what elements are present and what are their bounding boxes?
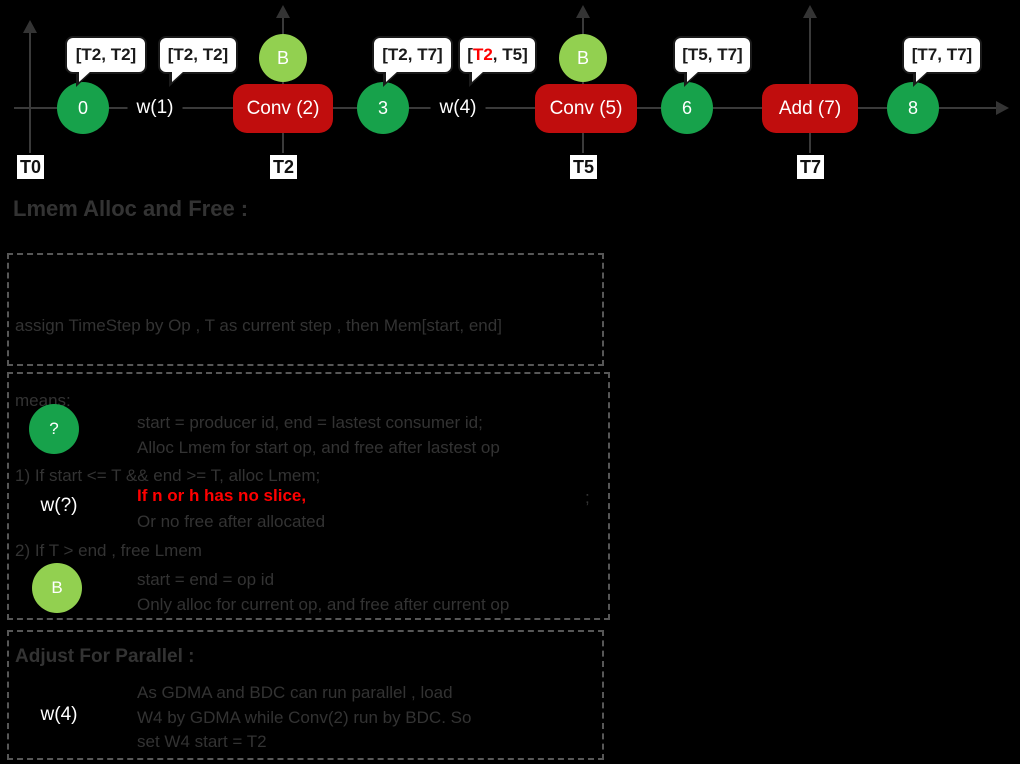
timestep-rule-box: assign TimeStep by Op , T as current ste… (7, 253, 604, 560)
op-node-0: 0 (57, 82, 109, 134)
legend-line-red: If n or h has no slice, (137, 486, 307, 505)
parallel-adjust-box: Adjust For Parallel : w(4) As GDMA and B… (7, 630, 604, 760)
parallel-line: set W4 start = T2 (137, 732, 267, 751)
rule-line: 2) If T > end , free Lmem (15, 541, 202, 560)
time-axis-t0 (29, 32, 31, 153)
page-title: Lmem Alloc and Free : (13, 196, 249, 221)
parallel-line: As GDMA and BDC can run parallel , load (137, 683, 453, 702)
b-marker-circle: B (32, 563, 82, 613)
tick-label-t7: T7 (797, 155, 824, 179)
op-box-conv-2: Conv (2) (233, 84, 333, 133)
w4-marker-label: w(4) (40, 704, 78, 725)
lifetime-bubble: [T7, T7] (902, 36, 982, 87)
parallel-heading: Adjust For Parallel : (15, 646, 195, 667)
op-node-8: 8 (887, 82, 939, 134)
time-axis-arrow-up-icon (576, 5, 590, 18)
legend-line: start = producer id, end = lastest consu… (137, 413, 483, 432)
legend-trailing-semicolon: ; (585, 488, 590, 507)
b-marker-circle: B (259, 34, 307, 82)
bubble-text-red: T2 (472, 45, 493, 64)
timeline-axis (14, 107, 996, 109)
bubble-text: [T7, T7] (911, 45, 973, 64)
legend-line: Or no free after allocated (137, 512, 326, 531)
op-node-6: 6 (661, 82, 713, 134)
legend-line: Alloc Lmem for start op, and free after … (137, 438, 500, 457)
b-marker-circle: B (559, 34, 607, 82)
op-node-3: 3 (357, 82, 409, 134)
time-axis-arrow-up-icon (23, 20, 37, 33)
bubble-text: [ (467, 45, 473, 64)
op-box-conv-5: Conv (5) (535, 84, 637, 133)
weight-label-w-4: w(4) (430, 95, 486, 121)
weight-label-w-1: w(1) (127, 95, 183, 121)
tick-label-t0: T0 (17, 155, 44, 179)
op-box-add-7: Add (7) (762, 84, 858, 133)
bubble-text: [T2, T2] (75, 45, 137, 64)
timestep-rule-text: assign TimeStep by Op , T as current ste… (15, 263, 502, 613)
legend-box: ? start = producer id, end = lastest con… (7, 372, 610, 620)
bubble-text: , T5] (492, 45, 528, 64)
bubble-text: [T5, T7] (682, 45, 743, 64)
weight-marker-label: w(?) (40, 495, 78, 516)
tick-label-t2: T2 (270, 155, 297, 179)
lifetime-bubble: [T2, T2] (158, 36, 238, 87)
parallel-line: W4 by GDMA while Conv(2) run by BDC. So (137, 708, 472, 727)
time-axis-arrow-up-icon (276, 5, 290, 18)
bubble-text: [T2, T2] (167, 45, 229, 64)
legend-line: start = end = op id (137, 570, 275, 589)
legend-line: Only alloc for current op, and free afte… (137, 595, 510, 614)
rule-line: 1) If start <= T && end >= T, alloc Lmem… (15, 466, 321, 485)
bubble-text: [T2, T7] (382, 45, 443, 64)
lifetime-bubble: [T2, T7] (372, 36, 453, 87)
time-axis-arrow-up-icon (803, 5, 817, 18)
lifetime-bubble: [T2, T2] (65, 36, 147, 87)
tick-label-t5: T5 (570, 155, 597, 179)
timeline-arrow-right-icon (996, 101, 1009, 115)
lifetime-bubble: [T2, T5] (458, 36, 537, 87)
lifetime-bubble: [T5, T7] (673, 36, 752, 87)
tensor-marker-circle: ? (29, 404, 79, 454)
rule-line: assign TimeStep by Op , T as current ste… (15, 316, 502, 335)
